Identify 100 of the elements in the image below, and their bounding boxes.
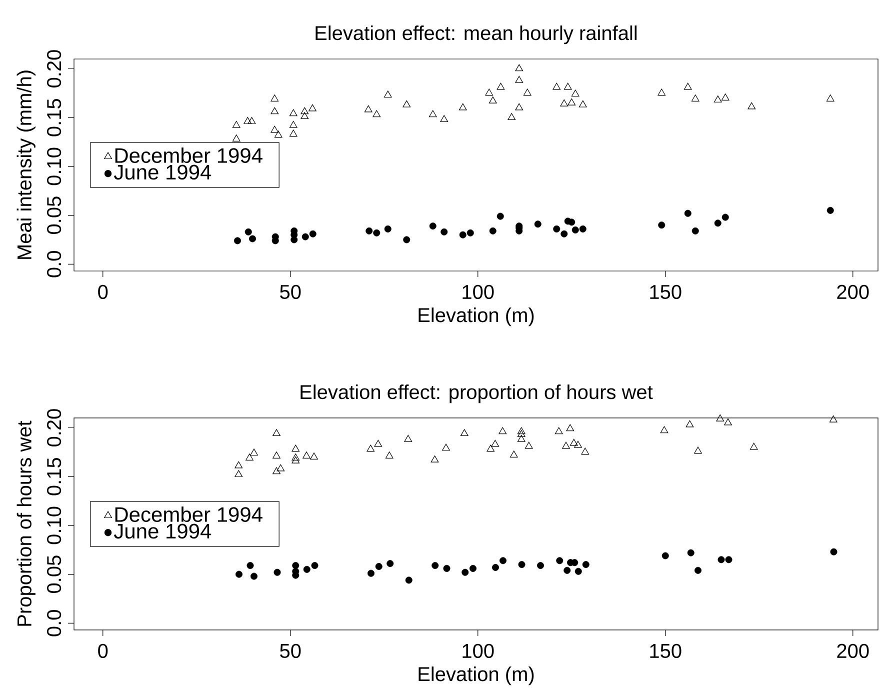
point <box>246 562 254 570</box>
point <box>554 427 563 434</box>
point <box>234 470 243 478</box>
point <box>724 418 732 426</box>
y-axis-title: Proportion of hours wet <box>16 420 36 626</box>
point <box>496 82 505 90</box>
point <box>311 562 318 570</box>
point <box>566 424 574 432</box>
point <box>249 235 256 242</box>
x-axis-title: Elevation (m) <box>418 308 534 326</box>
point <box>660 426 668 434</box>
point <box>508 113 516 120</box>
point <box>250 572 258 580</box>
point <box>302 233 309 240</box>
point <box>714 96 722 102</box>
point <box>442 444 450 451</box>
y-tick-label: 0.05 <box>46 196 62 234</box>
point <box>515 76 524 83</box>
point <box>430 456 439 462</box>
point <box>429 222 436 230</box>
y-tick-label: 0.0 <box>46 610 62 636</box>
x-tick-label: 0 <box>98 284 108 300</box>
point <box>562 442 570 449</box>
point <box>428 110 437 118</box>
point <box>579 225 586 232</box>
point <box>375 562 382 570</box>
point <box>384 225 392 232</box>
y-tick-label: 0.15 <box>46 98 62 136</box>
point <box>384 90 392 98</box>
point <box>244 228 252 236</box>
x-tick-label: 50 <box>280 644 301 658</box>
point <box>523 88 532 96</box>
point <box>364 105 372 112</box>
point <box>404 434 412 442</box>
point <box>826 94 834 102</box>
point <box>564 82 572 90</box>
legend-label: June 1994 <box>114 164 212 180</box>
point <box>248 117 256 124</box>
point <box>829 415 838 422</box>
point <box>308 104 316 112</box>
point <box>234 237 242 244</box>
point <box>658 222 666 229</box>
point <box>470 564 477 572</box>
point <box>368 570 375 577</box>
point <box>582 561 590 568</box>
point <box>560 230 568 238</box>
point <box>246 454 254 460</box>
point <box>373 229 380 236</box>
point <box>292 456 300 464</box>
point <box>578 100 587 108</box>
point <box>560 99 568 106</box>
point <box>310 452 318 460</box>
point <box>517 430 526 437</box>
legend-label: December 1994 <box>115 148 262 163</box>
point <box>386 560 394 568</box>
point <box>292 444 300 452</box>
point <box>662 552 669 560</box>
point <box>498 427 507 434</box>
y-tick-label: 0.10 <box>46 148 62 186</box>
x-tick-label: 50 <box>280 284 301 300</box>
point <box>570 438 578 446</box>
point <box>694 566 702 574</box>
point <box>458 103 467 110</box>
x-tick-label: 150 <box>650 284 682 300</box>
point <box>270 126 279 133</box>
point <box>372 110 381 118</box>
point <box>289 109 298 116</box>
point <box>568 218 576 226</box>
point <box>440 228 448 236</box>
point <box>694 446 702 454</box>
point <box>515 64 524 72</box>
point <box>272 452 280 458</box>
point <box>714 220 722 227</box>
point <box>292 562 300 570</box>
point <box>232 120 240 128</box>
point <box>270 94 279 102</box>
point <box>515 103 524 110</box>
y-tick-label: 0.20 <box>46 409 62 446</box>
point <box>300 107 309 114</box>
point <box>303 566 310 573</box>
y-tick-label: 0.05 <box>46 556 62 593</box>
point <box>572 226 579 234</box>
point <box>722 214 729 221</box>
point <box>716 414 724 422</box>
point <box>684 82 692 90</box>
point <box>290 236 298 244</box>
point <box>272 429 280 436</box>
y-tick-label: 0.10 <box>46 506 62 544</box>
point <box>274 568 281 576</box>
point <box>564 566 571 574</box>
point <box>684 210 692 217</box>
x-tick-label: 100 <box>462 644 494 658</box>
point <box>556 557 564 564</box>
point <box>510 450 518 458</box>
point <box>459 231 466 238</box>
point <box>289 120 298 128</box>
x-axis-title: Elevation (m) <box>418 666 534 686</box>
point <box>500 557 507 564</box>
chart-title: Elevation effect: mean hourly rainfall <box>316 25 637 44</box>
point <box>574 440 582 448</box>
